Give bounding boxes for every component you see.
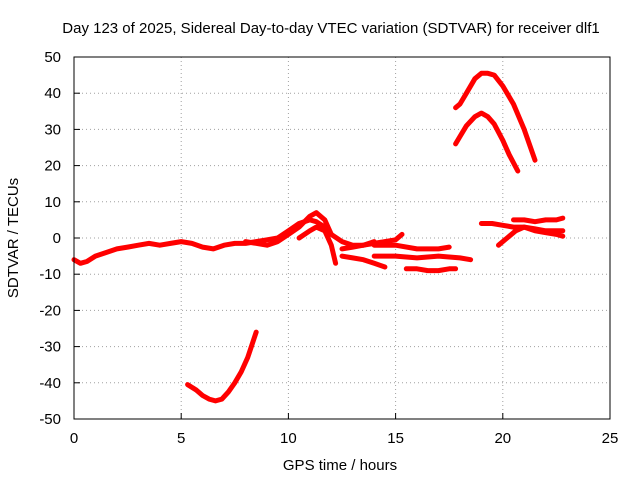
series-arc-low xyxy=(185,329,259,404)
x-tick-label: 20 xyxy=(494,430,511,447)
series-arc-high1 xyxy=(453,70,538,163)
y-tick-label: 40 xyxy=(44,85,61,102)
series-arc-b xyxy=(243,210,334,248)
plot-frame xyxy=(73,56,611,420)
y-tick-label: 0 xyxy=(53,230,61,247)
data-series-group xyxy=(71,70,566,404)
series-arc-main xyxy=(71,217,377,266)
series-arc-j xyxy=(511,215,566,225)
x-tick-label: 5 xyxy=(177,430,185,447)
x-tick-labels: 0 5 10 15 20 25 xyxy=(70,430,619,447)
series-arc-k xyxy=(496,224,566,248)
y-tick-label: -20 xyxy=(39,302,61,319)
y-tick-label: 50 xyxy=(44,49,61,66)
y-tick-label: 30 xyxy=(44,121,61,138)
x-tick-label: 0 xyxy=(70,430,78,447)
y-axis-label: SDTVAR / TECUs xyxy=(5,178,22,298)
y-tick-label: -50 xyxy=(39,411,61,428)
chart-title: Day 123 of 2025, Sidereal Day-to-day VTE… xyxy=(62,20,599,37)
y-tick-label: -40 xyxy=(39,375,61,392)
x-tick-label: 15 xyxy=(387,430,404,447)
y-tick-label: -30 xyxy=(39,339,61,356)
y-tick-label: -10 xyxy=(39,266,61,283)
grid-lines xyxy=(73,56,611,420)
series-arc-g xyxy=(371,242,452,252)
x-tick-label: 10 xyxy=(280,430,297,447)
series-arc-f xyxy=(371,253,474,263)
series-arc-e xyxy=(339,253,388,270)
y-tick-label: 20 xyxy=(44,158,61,175)
x-axis-label: GPS time / hours xyxy=(283,457,397,474)
y-tick-label: 10 xyxy=(44,194,61,211)
series-arc-high2 xyxy=(453,110,521,174)
x-tick-label: 25 xyxy=(602,430,619,447)
y-tick-labels: -50 -40 -30 -20 -10 0 10 20 30 40 50 xyxy=(39,49,61,428)
series-arc-c xyxy=(296,224,339,266)
series-arc-h xyxy=(403,266,459,274)
